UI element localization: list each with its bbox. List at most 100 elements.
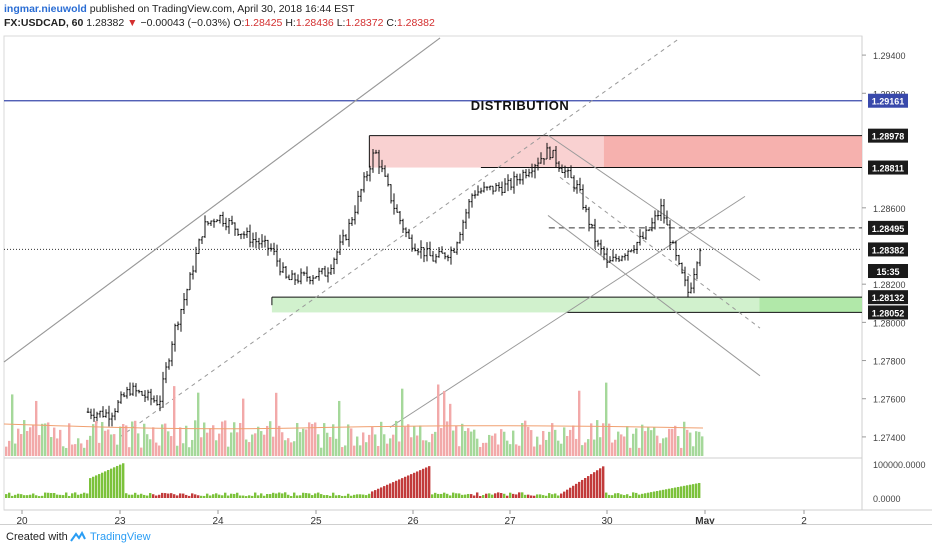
oscillator-bar — [140, 493, 143, 498]
volume-bar — [380, 421, 383, 456]
oscillator-bar — [242, 495, 245, 498]
oscillator-bar — [17, 493, 20, 498]
author-link[interactable]: ingmar.nieuwold — [4, 3, 87, 15]
volume-bar — [32, 425, 35, 456]
time-axis-label: 23 — [114, 516, 126, 524]
volume-bar — [425, 440, 428, 456]
oscillator-bar — [512, 493, 515, 498]
volume-bar — [236, 432, 239, 456]
volume-bar — [401, 388, 404, 456]
oscillator-bar — [437, 493, 440, 498]
volume-bar — [110, 434, 113, 456]
volume-bar — [269, 421, 272, 456]
volume-bar — [359, 445, 362, 456]
volume-bar — [599, 437, 602, 456]
volume-bar — [326, 432, 329, 456]
volume-bar — [386, 443, 389, 456]
volume-bar — [644, 431, 647, 456]
oscillator-bar — [92, 476, 95, 498]
oscillator-bar — [143, 494, 146, 498]
oscillator-bar — [5, 494, 8, 498]
volume-bar — [683, 421, 686, 456]
volume-bar — [155, 442, 158, 456]
oscillator-bar — [26, 495, 29, 498]
oscillator-bar — [248, 495, 251, 498]
open-value: 1.28425 — [244, 17, 283, 29]
volume-bar — [509, 444, 512, 456]
oscillator-bar — [86, 493, 89, 498]
volume-bar — [656, 435, 659, 456]
volume-bar — [77, 438, 80, 456]
low-label: L: — [336, 17, 346, 29]
volume-bar — [131, 421, 134, 456]
volume-bar — [686, 429, 689, 456]
oscillator-bar — [77, 494, 80, 498]
volume-bar — [284, 440, 287, 456]
volume-bar — [293, 441, 296, 456]
volume-bar — [74, 444, 77, 456]
oscillator-bar — [551, 494, 554, 498]
oscillator-bar — [53, 493, 56, 498]
volume-bar — [473, 429, 476, 456]
volume-bar — [125, 425, 128, 456]
volume-bar — [494, 433, 497, 456]
volume-bar — [647, 427, 650, 456]
low-value: 1.28372 — [345, 17, 384, 29]
volume-bar — [581, 445, 584, 456]
oscillator-bar — [440, 493, 443, 498]
price-chart[interactable]: 1.294001.292001.286001.282001.280001.278… — [0, 0, 932, 524]
volume-bar — [413, 426, 416, 456]
volume-bar — [416, 435, 419, 456]
volume-bar — [29, 427, 32, 456]
oscillator-bar — [653, 491, 656, 498]
volume-bar — [479, 446, 482, 456]
oscillator-bar — [647, 492, 650, 498]
volume-bar — [65, 447, 68, 456]
volume-bar — [23, 420, 26, 456]
oscillator-bar — [347, 493, 350, 498]
volume-bar — [299, 432, 302, 456]
volume-bar — [53, 427, 56, 456]
oscillator-bar — [320, 494, 323, 498]
volume-bar — [218, 433, 221, 456]
time-axis-label: 30 — [601, 516, 613, 524]
oscillator-bar — [62, 495, 65, 498]
oscillator-bar — [662, 489, 665, 498]
volume-bar — [533, 446, 536, 456]
oscillator-bar — [479, 496, 482, 498]
oscillator-bar — [11, 495, 14, 498]
oscillator-bar — [410, 474, 413, 498]
oscillator-bar — [98, 474, 101, 498]
volume-bar — [596, 420, 599, 456]
volume-bar — [203, 422, 206, 456]
volume-bar — [83, 447, 86, 456]
volume-bar — [500, 429, 503, 456]
oscillator-bar — [275, 493, 278, 498]
volume-bar — [200, 437, 203, 456]
volume-bar — [113, 434, 116, 456]
oscillator-bar — [524, 494, 527, 498]
published-text: published on TradingView.com, April 30, … — [89, 3, 355, 15]
oscillator-bar — [527, 494, 530, 498]
volume-bar — [20, 434, 23, 456]
oscillator-bar — [668, 488, 671, 498]
volume-bar — [26, 431, 29, 456]
volume-bar — [86, 439, 89, 456]
volume-moving-average — [3, 423, 704, 430]
oscillator-bar — [23, 495, 26, 498]
oscillator-bar — [614, 493, 617, 498]
volume-bar — [344, 445, 347, 456]
oscillator-bar — [467, 493, 470, 498]
volume-bar — [230, 432, 233, 456]
volume-bar — [170, 436, 173, 456]
volume-bar — [563, 427, 566, 456]
oscillator-bar — [620, 494, 623, 498]
oscillator-bar — [470, 494, 473, 498]
volume-bar — [671, 428, 674, 456]
resistance-zone — [369, 135, 604, 168]
tradingview-brand[interactable]: TradingView — [90, 531, 151, 543]
oscillator-bar — [377, 488, 380, 498]
volume-bar — [443, 390, 446, 456]
oscillator-bar — [218, 494, 221, 498]
oscillator-bar — [20, 494, 23, 498]
